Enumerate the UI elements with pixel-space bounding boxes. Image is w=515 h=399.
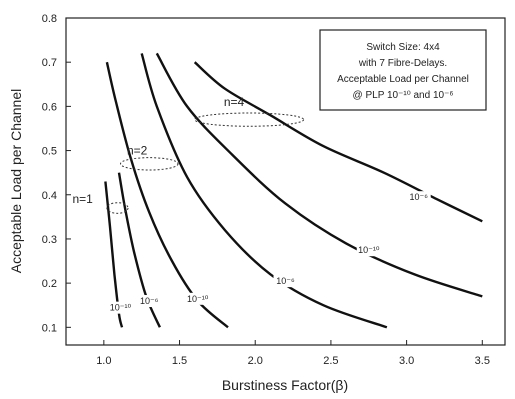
curve-labels-layer: 10⁻¹⁰ 10⁻⁶ 10⁻¹⁰ 10⁻⁶ 10⁻¹⁰ 10⁻⁶ [108, 191, 431, 314]
x-tick-label: 3.5 [475, 355, 490, 367]
legend-line-1: Switch Size: 4x4 [366, 42, 440, 53]
y-tick-label: 0.6 [42, 101, 57, 113]
legend-box: Switch Size: 4x4 with 7 Fibre-Delays. Ac… [319, 29, 487, 111]
y-tick-label: 0.5 [42, 146, 57, 158]
x-axis-title: Burstiness Factor(β) [222, 377, 348, 393]
group-ellipse [106, 202, 129, 214]
y-tick-label: 0.3 [42, 234, 57, 246]
curve-label-bg [108, 301, 133, 314]
x-tick-label: 1.5 [172, 355, 187, 367]
curve-label: 10⁻¹⁰ [110, 303, 132, 313]
group-label: n=2 [127, 144, 148, 158]
groups-layer: n=1 n=2 n=4 [72, 95, 305, 214]
curve-label-bg [185, 292, 210, 305]
x-tick-label: 1.0 [96, 355, 111, 367]
x-tick-label: 2.0 [248, 355, 263, 367]
series-curve-2 [117, 172, 161, 328]
series-curve-6 [193, 61, 483, 223]
group-ellipse [119, 157, 179, 171]
series-curve-5 [155, 52, 483, 298]
curve-label-bg [137, 295, 162, 308]
plot-frame [65, 17, 506, 346]
curve-label: 10⁻¹⁰ [358, 245, 380, 255]
legend-frame [319, 29, 487, 111]
curve-label: 10⁻⁶ [276, 276, 295, 286]
ticks-layer: 1.0 1.5 2.0 2.5 3.0 3.5 0.1 0.2 0.3 0.4 0.5 0.6 0.7 0… [42, 13, 490, 367]
curve-label-bg [406, 191, 431, 204]
curve-label: 10⁻⁶ [409, 192, 428, 202]
group-label: n=4 [224, 95, 245, 109]
y-tick-label: 0.8 [42, 13, 57, 25]
legend-line-2: with 7 Fibre-Delays. [358, 58, 447, 69]
x-tick-label: 2.5 [323, 355, 338, 367]
curve-label: 10⁻⁶ [140, 296, 159, 306]
curve-label: 10⁻¹⁰ [187, 294, 209, 304]
x-tick-label: 3.0 [399, 355, 414, 367]
group-ellipse [194, 112, 305, 127]
series-curve-4 [140, 53, 388, 329]
series-curve-3 [105, 61, 229, 329]
y-tick-label: 0.2 [42, 278, 57, 290]
legend-line-4: @ PLP 10⁻¹⁰ and 10⁻⁶ [353, 90, 454, 101]
group-label: n=1 [72, 192, 93, 206]
y-tick-label: 0.4 [42, 190, 57, 202]
y-tick-label: 0.7 [42, 57, 57, 69]
y-axis-title: Acceptable Load per Channel [8, 89, 24, 273]
curve-label-bg [273, 275, 298, 288]
curve-label-bg [356, 244, 381, 257]
y-tick-label: 0.1 [42, 322, 57, 334]
legend-line-3: Acceptable Load per Channel [337, 74, 469, 85]
